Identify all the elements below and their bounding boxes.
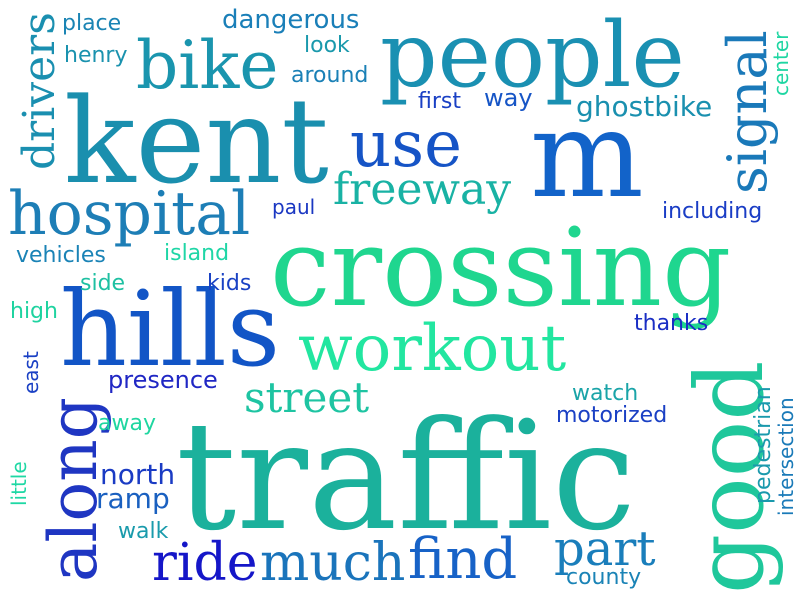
word-thanks: thanks — [634, 311, 708, 336]
word-kent: kent — [64, 72, 329, 210]
word-henry: henry — [64, 43, 128, 68]
word-away: away — [98, 411, 156, 436]
word-first: first — [418, 89, 461, 114]
word-pedestrian: pedestrian — [751, 386, 776, 504]
word-workout: workout — [298, 312, 566, 386]
word-ride: ride — [152, 533, 258, 593]
word-paul: paul — [272, 195, 315, 219]
word-signal: signal — [716, 30, 779, 194]
word-traffic: traffic — [176, 390, 636, 564]
word-side: side — [80, 271, 125, 296]
word-ghostbike: ghostbike — [576, 90, 712, 123]
word-look: look — [304, 33, 350, 58]
word-drivers: drivers — [14, 12, 65, 170]
word-along: along — [35, 397, 112, 582]
word-kids: kids — [207, 271, 251, 296]
word-ramp: ramp — [96, 482, 170, 515]
word-part: part — [554, 521, 656, 577]
word-watch: watch — [572, 381, 638, 406]
word-find: find — [408, 527, 517, 592]
word-county: county — [566, 565, 641, 590]
word-east: east — [19, 351, 43, 394]
word-freeway: freeway — [333, 164, 511, 215]
word-presence: presence — [108, 366, 218, 394]
word-crossing: crossing — [270, 206, 731, 331]
word-island: island — [164, 241, 229, 266]
word-street: street — [244, 373, 369, 422]
word-hospital: hospital — [8, 179, 250, 249]
word-intersection: intersection — [774, 397, 798, 516]
word-place: place — [62, 11, 121, 36]
word-much: much — [260, 533, 405, 593]
word-around: around — [291, 63, 368, 88]
word-walk: walk — [118, 519, 169, 544]
word-motorized: motorized — [556, 403, 667, 428]
word-center: center — [769, 31, 793, 96]
word-people: people — [380, 3, 685, 108]
word-dangerous: dangerous — [222, 5, 359, 35]
word-way: way — [484, 84, 533, 112]
word-high: high — [10, 299, 58, 324]
word-good: good — [676, 360, 785, 594]
word-including: including — [662, 199, 762, 224]
word-bike: bike — [136, 27, 278, 104]
word-use: use — [350, 108, 462, 182]
word-vehicles: vehicles — [16, 243, 106, 268]
word-hills: hills — [60, 268, 280, 390]
word-little: little — [7, 461, 31, 506]
word-m: m — [530, 86, 644, 225]
word-north: north — [100, 458, 175, 491]
